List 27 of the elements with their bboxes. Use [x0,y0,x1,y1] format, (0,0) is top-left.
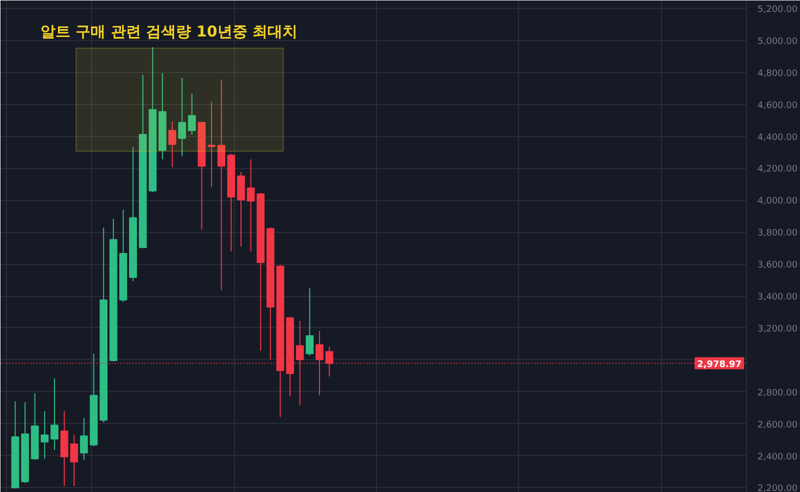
y-tick-label: 2,800.00 [758,388,798,398]
y-tick-label: 3,800.00 [758,228,798,239]
y-tick-label: 5,000.00 [758,36,798,47]
y-tick-label: 4,800.00 [758,68,798,79]
candlestick [168,121,176,168]
y-tick-label: 3,600.00 [758,260,798,271]
y-tick-label: 4,000.00 [758,196,798,207]
candlestick [208,101,216,188]
candlestick [50,378,58,450]
candlestick [188,93,196,136]
annotation: 알트 구매 관련 검색량 10년중 최대치 [40,22,298,40]
candlestick [80,418,88,460]
ref-line-label: 2,978.97 [697,360,742,370]
y-tick-label: 2,400.00 [758,452,798,462]
y-tick-label: 4,600.00 [758,100,798,111]
y-tick-label: 4,400.00 [758,132,798,143]
y-tick-label: 4,200.00 [758,164,798,175]
candlestick [237,172,245,247]
y-tick-label: 3,200.00 [758,324,798,334]
y-tick-label: 2,200.00 [758,484,798,492]
y-tick-label: 3,400.00 [758,292,798,303]
candlestick [178,77,186,157]
candlestick [246,158,255,252]
candlestick [70,434,78,487]
candlestick [306,288,314,356]
y-tick-label: 5,200.00 [758,4,798,15]
y-tick-label: 2,600.00 [758,420,798,430]
